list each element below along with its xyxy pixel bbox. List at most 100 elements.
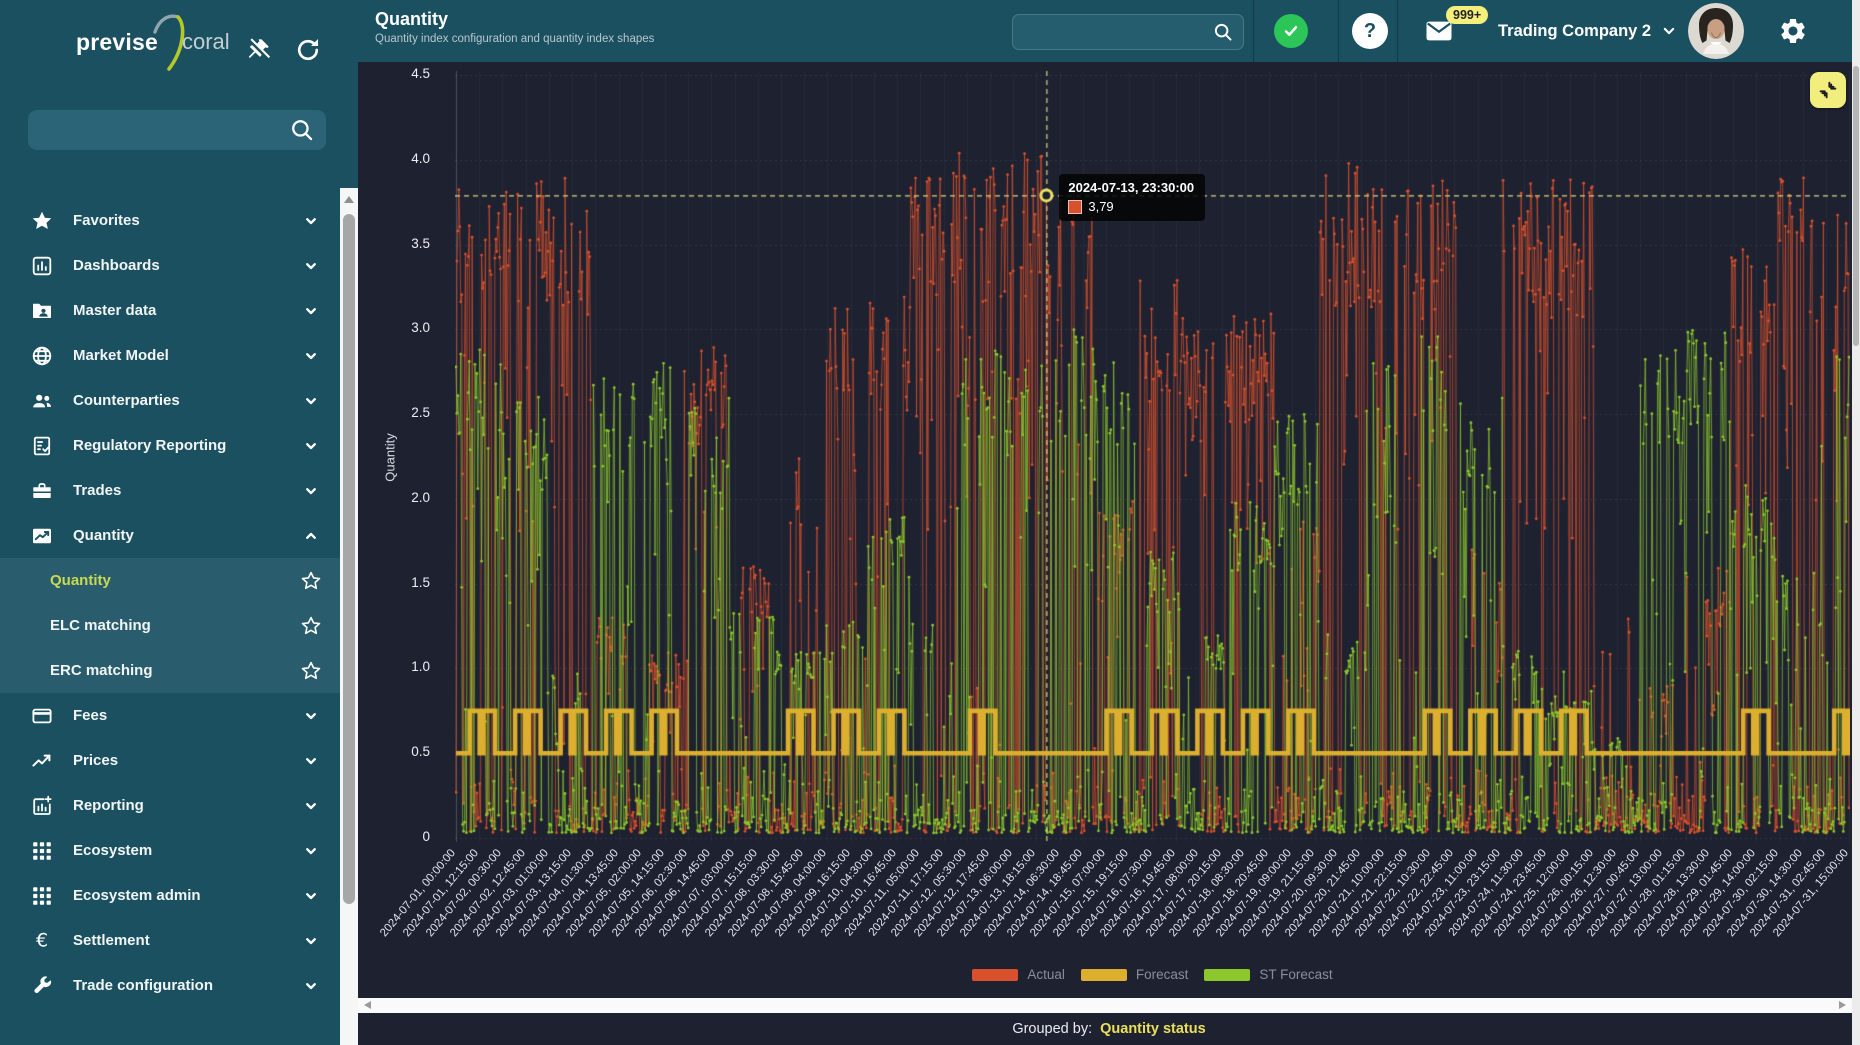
header-divider (1397, 0, 1398, 62)
status-check-button[interactable] (1274, 14, 1308, 48)
y-axis-title: Quantity (382, 433, 398, 482)
doc-check-icon (30, 434, 54, 458)
logo-text-coral: coral (181, 29, 230, 54)
logo-text-previse: previse (76, 28, 158, 55)
legend-label: ST Forecast (1259, 967, 1333, 982)
sidebar-item-label: Trades (73, 482, 122, 499)
y-tick-label: 3.5 (411, 235, 430, 251)
reset-zoom-button[interactable] (1810, 72, 1846, 108)
chevron-down-icon[interactable] (299, 749, 323, 773)
sidebar-item-settlement[interactable]: € Settlement (0, 918, 340, 963)
sidebar-subitem-erc-matching[interactable]: ERC matching (0, 648, 340, 693)
sidebar-item-ecosystem-admin[interactable]: Ecosystem admin (0, 873, 340, 918)
header-divider (1253, 0, 1254, 62)
sidebar-item-prices[interactable]: Prices (0, 738, 340, 783)
page-subtitle: Quantity index configuration and quantit… (375, 33, 655, 45)
report-plus-icon (30, 794, 54, 818)
sidebar-search (28, 110, 326, 150)
sidebar-item-label: Dashboards (73, 257, 160, 274)
chevron-down-icon[interactable] (299, 209, 323, 233)
sidebar-item-master-data[interactable]: Master data (0, 288, 340, 333)
user-avatar[interactable] (1688, 3, 1744, 59)
sidebar-subitem-quantity[interactable]: Quantity (0, 558, 340, 603)
sidebar-item-label: Ecosystem (73, 842, 153, 859)
chevron-down-icon[interactable] (299, 389, 323, 413)
window-vertical-scrollbar[interactable] (1852, 0, 1860, 1045)
chevron-down-icon[interactable] (299, 479, 323, 503)
sidebar-item-dashboards[interactable]: Dashboards (0, 243, 340, 288)
question-icon: ? (1363, 19, 1377, 42)
sidebar-item-label: Ecosystem admin (73, 887, 201, 904)
scroll-left-arrow-icon[interactable] (364, 1001, 371, 1009)
grouped-by-value[interactable]: Quantity status (1100, 1021, 1206, 1037)
sidebar-item-market-model[interactable]: Market Model (0, 333, 340, 378)
chevron-down-icon (1659, 21, 1679, 41)
sidebar-item-counterparties[interactable]: Counterparties (0, 378, 340, 423)
sidebar-item-quantity[interactable]: Quantity (0, 513, 340, 558)
sidebar-item-ecosystem[interactable]: Ecosystem (0, 828, 340, 873)
sidebar-item-regulatory-reporting[interactable]: Regulatory Reporting (0, 423, 340, 468)
app-logo: previse coral (76, 11, 230, 73)
chevron-down-icon[interactable] (299, 254, 323, 278)
sidebar-item-reporting[interactable]: Reporting (0, 783, 340, 828)
legend-item-st-forecast[interactable]: ST Forecast (1204, 967, 1333, 982)
search-icon[interactable] (289, 117, 315, 143)
y-tick-label: 4.5 (411, 66, 430, 81)
sidebar-search-input[interactable] (28, 121, 289, 139)
chevron-down-icon[interactable] (299, 344, 323, 368)
legend-item-actual[interactable]: Actual (972, 967, 1065, 982)
wrench-icon (30, 974, 54, 998)
sidebar-scrollbar-thumb[interactable] (343, 214, 355, 904)
sidebar-item-label: Reporting (73, 797, 144, 814)
chevron-down-icon[interactable] (299, 794, 323, 818)
chevron-down-icon[interactable] (299, 884, 323, 908)
legend-label: Forecast (1135, 967, 1189, 982)
scroll-right-arrow-icon[interactable] (1839, 1001, 1846, 1009)
window-scrollbar-thumb[interactable] (1853, 66, 1859, 346)
scroll-up-arrow-icon[interactable] (344, 196, 354, 203)
y-tick-label: 4.0 (411, 150, 430, 166)
help-button[interactable]: ? (1352, 13, 1388, 49)
chevron-down-icon[interactable] (299, 299, 323, 323)
favorite-star-icon[interactable] (299, 614, 323, 638)
favorite-star-icon[interactable] (299, 659, 323, 683)
page-head: Quantity Quantity index configuration an… (375, 9, 654, 45)
sidebar-item-trade-configuration[interactable]: Trade configuration (0, 963, 340, 1008)
chart-line-icon (30, 524, 54, 548)
sidebar-scrollbar[interactable] (340, 188, 358, 1045)
chevron-down-icon[interactable] (299, 974, 323, 998)
company-selector[interactable]: Trading Company 2 (1498, 0, 1679, 62)
chevron-down-icon[interactable] (299, 839, 323, 863)
x-axis-labels: 2024-07-01, 00:00:00 2024-07-01, 12:15:00… (378, 847, 1852, 940)
legend-swatch (1080, 968, 1127, 981)
sidebar-item-label: Counterparties (73, 392, 180, 409)
folder-user-icon (30, 299, 54, 323)
chevron-down-icon[interactable] (299, 704, 323, 728)
legend-label: Actual (1027, 967, 1065, 982)
y-tick-label: 0 (422, 829, 430, 844)
chart-horizontal-scrollbar[interactable] (358, 998, 1852, 1013)
euro-icon: € (30, 929, 54, 953)
sidebar-item-fees[interactable]: Fees (0, 693, 340, 738)
people-icon (30, 389, 54, 413)
sidebar-subitem-elc-matching[interactable]: ELC matching (0, 603, 340, 648)
sidebar-item-trades[interactable]: Trades (0, 468, 340, 513)
refresh-button[interactable] (294, 36, 322, 64)
grid-icon (30, 884, 54, 908)
logo-arc-icon (151, 11, 185, 73)
grouped-by-bar: Grouped by: Quantity status (358, 1013, 1860, 1045)
mail-button[interactable] (1424, 16, 1454, 46)
sidebar-item-favorites[interactable]: Favorites (0, 198, 340, 243)
favorite-star-icon[interactable] (299, 569, 323, 593)
header-search-input[interactable] (1013, 24, 1212, 40)
settings-button[interactable] (1778, 16, 1808, 46)
unpin-sidebar-button[interactable] (246, 36, 272, 62)
tooltip-series-swatch (1068, 199, 1083, 214)
search-icon[interactable] (1212, 21, 1234, 43)
chevron-up-icon[interactable] (299, 524, 323, 548)
chevron-down-icon[interactable] (299, 929, 323, 953)
legend-item-forecast[interactable]: Forecast (1080, 967, 1189, 982)
gear-icon (1778, 16, 1808, 46)
mail-icon (1424, 16, 1454, 46)
chevron-down-icon[interactable] (299, 434, 323, 458)
